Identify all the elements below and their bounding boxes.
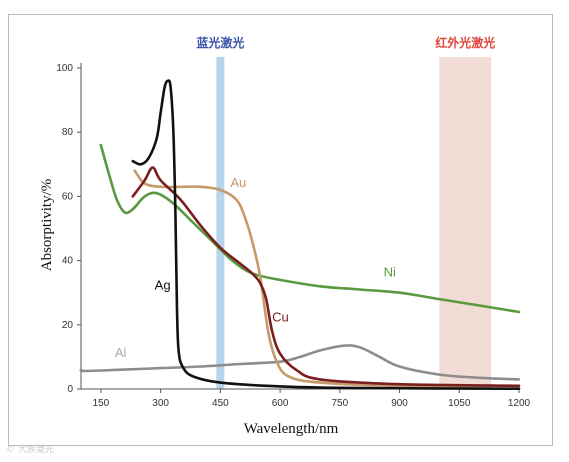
series-line-au: [133, 169, 521, 388]
absorptivity-chart: 蓝光激光 红外光激光 0 20 40 60 80 100 150 300 450 600 750 900…: [39, 35, 531, 437]
series-line-cu: [131, 166, 521, 388]
x-axis-title: Wavelength/nm: [244, 421, 339, 437]
x-tick-label: 900: [391, 398, 408, 409]
series-label-ni: Ni: [384, 265, 396, 280]
axes-layer: 0 20 40 60 80 100 150 300 450 600 750 900 1050 1200: [56, 63, 531, 409]
band-label-1: 红外光激光: [435, 35, 495, 50]
chart-frame: 蓝光激光 红外光激光 0 20 40 60 80 100 150 300 450 600 750 900…: [8, 14, 553, 446]
y-tick-label: 80: [62, 127, 74, 138]
band-0: [216, 57, 225, 389]
x-tick-label: 600: [272, 398, 289, 409]
x-tick-label: 150: [93, 398, 110, 409]
series-line-ag: [131, 79, 521, 390]
series-label-ag: Ag: [155, 277, 171, 292]
series-label-cu: Cu: [272, 310, 289, 325]
x-tick-label: 450: [212, 398, 229, 409]
bands-layer: 蓝光激光 红外光激光: [196, 35, 495, 389]
band-1: [439, 57, 492, 389]
y-tick-label: 20: [62, 320, 74, 331]
y-axis-title: Absorptivity/%: [39, 179, 55, 272]
y-tick-label: 40: [62, 256, 74, 267]
watermark: © 大族激光: [6, 445, 54, 455]
x-tick-label: 300: [152, 398, 169, 409]
series-line-ni: [99, 143, 521, 314]
series-line-al: [79, 344, 521, 381]
band-label-0: 蓝光激光: [196, 35, 244, 50]
x-tick-label: 750: [331, 398, 348, 409]
y-tick-label: 60: [62, 191, 74, 202]
x-tick-label: 1050: [448, 398, 471, 409]
series-label-au: Au: [230, 175, 246, 190]
x-tick-label: 1200: [508, 398, 531, 409]
series-layer: [79, 79, 521, 390]
series-label-al: Al: [115, 345, 127, 360]
y-tick-label: 0: [67, 384, 73, 395]
y-tick-label: 100: [56, 63, 73, 74]
labels-layer: Ag Au Cu Ni Al: [115, 175, 396, 360]
